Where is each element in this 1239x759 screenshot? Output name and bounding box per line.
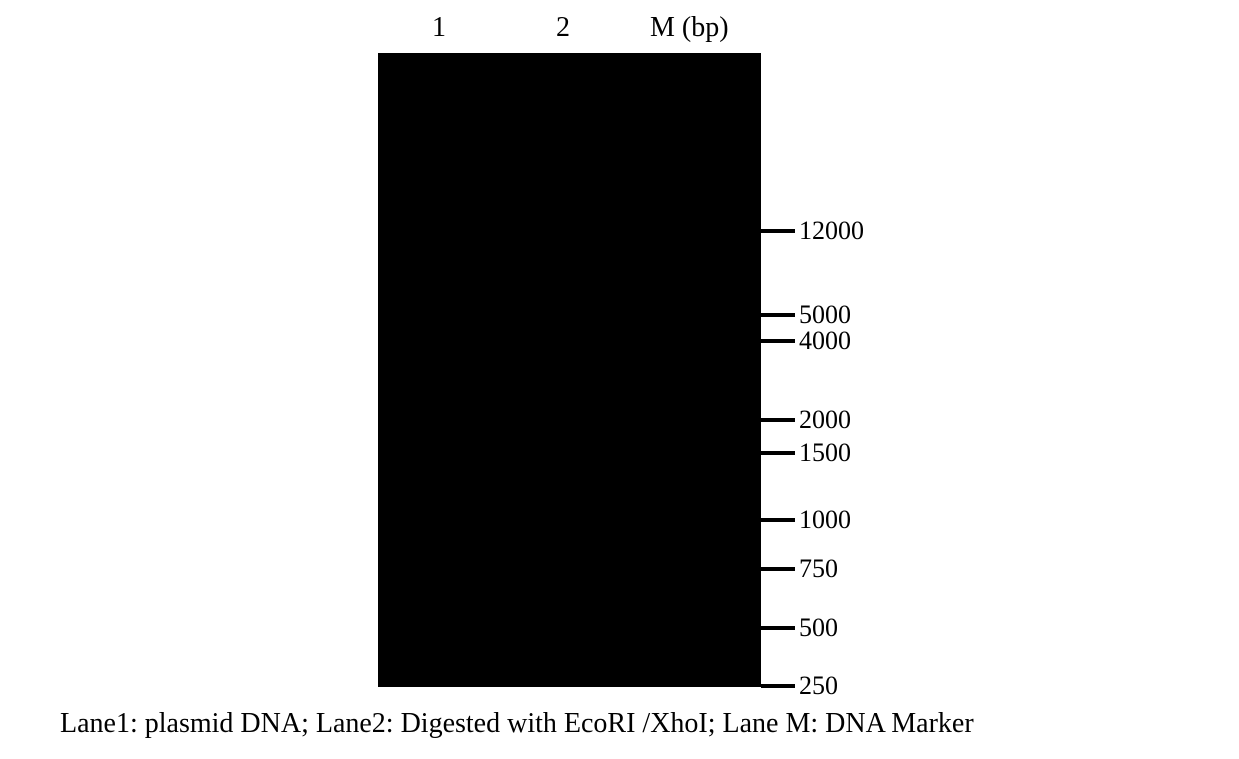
marker-2000: 2000 [761, 405, 851, 435]
marker-tick-icon [761, 339, 795, 343]
marker-12000: 12000 [761, 216, 864, 246]
gel-figure-container: 1 2 M (bp) 12000 5000 4000 2000 1500 100… [0, 0, 1239, 759]
marker-value: 250 [799, 671, 838, 701]
marker-1500: 1500 [761, 438, 851, 468]
marker-1000: 1000 [761, 505, 851, 535]
marker-value: 500 [799, 613, 838, 643]
marker-value: 1500 [799, 438, 851, 468]
marker-value: 1000 [799, 505, 851, 535]
marker-tick-icon [761, 518, 795, 522]
lane-label-marker: M (bp) [650, 12, 729, 44]
marker-tick-icon [761, 451, 795, 455]
marker-750: 750 [761, 554, 838, 584]
figure-caption: Lane1: plasmid DNA; Lane2: Digested with… [60, 708, 974, 740]
marker-tick-icon [761, 626, 795, 630]
marker-value: 12000 [799, 216, 864, 246]
marker-4000: 4000 [761, 326, 851, 356]
marker-250: 250 [761, 671, 838, 701]
lane-label-2: 2 [556, 12, 570, 44]
marker-value: 750 [799, 554, 838, 584]
marker-value: 4000 [799, 326, 851, 356]
marker-value: 2000 [799, 405, 851, 435]
marker-tick-icon [761, 684, 795, 688]
marker-tick-icon [761, 418, 795, 422]
marker-tick-icon [761, 313, 795, 317]
gel-image [378, 53, 761, 687]
lane-label-1: 1 [432, 12, 446, 44]
marker-tick-icon [761, 229, 795, 233]
marker-500: 500 [761, 613, 838, 643]
marker-tick-icon [761, 567, 795, 571]
